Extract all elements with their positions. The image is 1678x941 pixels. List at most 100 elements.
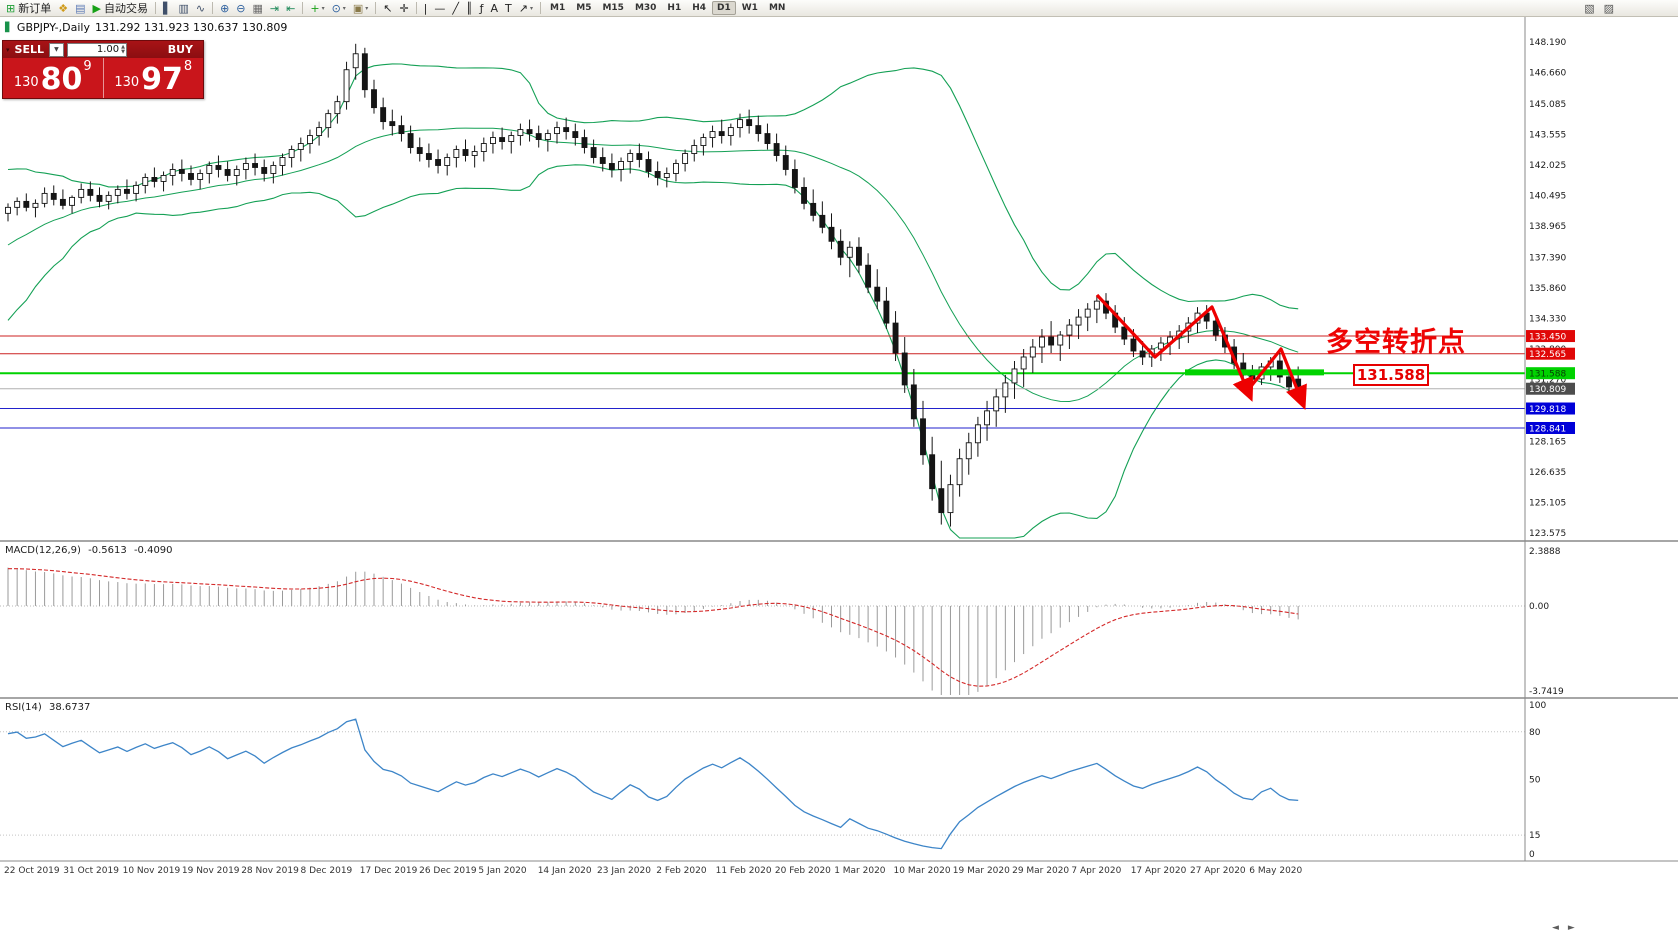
annotation-turning-point-text[interactable]: 多空转折点 [1326,327,1466,358]
svg-text:0: 0 [1529,850,1535,860]
svg-text:80: 80 [1529,728,1541,738]
timeframe-mn-button[interactable]: MN [768,3,786,13]
svg-text:8 Dec 2019: 8 Dec 2019 [301,866,353,876]
candlestick-chart-button[interactable]: ▥ [175,1,191,16]
templates-button[interactable]: ▣ ▾ [350,1,371,16]
macd-main-value: -0.5613 [88,545,127,556]
spin-down-icon[interactable]: ▼ [121,48,125,55]
horizontal-line-button[interactable]: — [431,1,448,16]
templates-icon: ▣ [352,1,364,15]
svg-text:129.818: 129.818 [1529,405,1566,415]
chevron-down-icon[interactable]: ▾ [342,4,346,12]
timeframe-m30-button[interactable]: M30 [634,3,657,13]
timeframe-w1-button[interactable]: W1 [741,3,758,13]
shapes-button[interactable]: ↗ ▾ [516,1,536,16]
buy-price-button[interactable]: 130 97 8 [104,58,204,98]
vertical-line-button[interactable]: | [421,1,431,16]
macd-name: MACD(12,26,9) [5,545,81,556]
svg-text:123.575: 123.575 [1529,529,1566,539]
cursor-icon: ↖ [383,1,393,15]
svg-text:2.3888: 2.3888 [1529,547,1561,557]
shapes-icon: ↗ [518,1,528,15]
svg-text:132.565: 132.565 [1529,350,1566,360]
indicators-button[interactable]: + ▾ [307,1,327,16]
terminal-button[interactable]: ▤ [72,1,88,16]
svg-text:19 Mar 2020: 19 Mar 2020 [953,866,1010,876]
svg-text:145.085: 145.085 [1529,100,1566,110]
vertical-line-icon: | [423,1,428,15]
spin-up-icon[interactable]: ▲ [121,43,125,50]
svg-text:26 Dec 2019: 26 Dec 2019 [419,866,477,876]
crosshair-icon: ✛ [399,1,409,15]
trend-arrow[interactable] [1246,347,1307,410]
new-order-button-label: 新订单 [18,2,52,15]
objects-layer[interactable] [1095,293,1324,410]
svg-text:5 Jan 2020: 5 Jan 2020 [478,866,526,876]
volume-spinner[interactable]: ▲ ▼ [121,43,125,55]
price-callout-box[interactable]: 131.588 [1353,364,1429,386]
chart-title: ▋ GBPJPY-,Daily 131.292 131.923 130.637 … [5,21,287,34]
timeframe-m1-button[interactable]: M1 [550,3,566,13]
sell-button[interactable]: SELL [14,43,44,56]
timeframe-m15-button[interactable]: M15 [602,3,624,13]
order-type-dropdown[interactable]: ▼ [48,42,64,57]
line-chart-button[interactable]: ∿ [193,1,208,16]
volume-input[interactable]: 1.00 ▲ ▼ [66,42,127,57]
svg-text:131.270: 131.270 [1529,376,1566,386]
timeframe-h1-button[interactable]: H1 [667,3,682,13]
chevron-down-icon[interactable]: ▾ [365,4,369,12]
fibonacci-button[interactable]: ƒ [477,1,487,16]
tile-windows-button[interactable]: ▦ [250,1,266,16]
scroll-right-button[interactable]: ► [1567,923,1575,933]
scroll-left-button[interactable]: ◄ [1552,923,1559,933]
trend-arrow[interactable] [1095,293,1254,402]
text-button[interactable]: A [488,1,502,16]
svg-text:134.330: 134.330 [1529,314,1566,324]
new-order-button[interactable]: ⊞ 新订单 [3,1,54,16]
trade-panel-prices: 130 80 9 130 97 8 [3,58,203,98]
channel-button[interactable]: ║ [463,1,476,16]
cursor-button[interactable]: ↖ [380,1,395,16]
bar-chart-button[interactable]: ▌ [160,1,174,16]
svg-text:15: 15 [1529,831,1540,841]
chart-shift-button[interactable]: ⇤ [283,1,298,16]
sell-price-pips: 80 [40,62,83,97]
horizontal-line-icon: — [434,1,446,15]
float-window-icon: ▨ [1603,1,1614,15]
buy-price-prefix: 130 [114,75,140,90]
chart-title-symbol: GBPJPY-,Daily [16,21,90,34]
float-window-button[interactable]: ▨ [1601,1,1617,16]
macd-layer: 2.3888 0.00 -3.7419 [0,547,1564,697]
svg-text:27 Apr 2020: 27 Apr 2020 [1190,866,1246,876]
timeframe-d1-button[interactable]: D1 [712,1,736,15]
svg-text:29 Mar 2020: 29 Mar 2020 [1012,866,1069,876]
panel-collapse-icon[interactable]: ▾ [6,45,10,54]
zoom-out-button[interactable]: ⊖ [233,1,248,16]
auto-scroll-button[interactable]: ⇥ [267,1,282,16]
label-button[interactable]: T [502,1,515,16]
chevron-down-icon[interactable]: ▾ [530,4,534,12]
new-order-icon: ⊞ [6,1,16,15]
zoom-in-button[interactable]: ⊕ [217,1,232,16]
svg-text:130.809: 130.809 [1529,385,1566,395]
auto-scroll-icon: ⇥ [269,1,280,15]
buy-button[interactable]: BUY [167,43,193,56]
chevron-down-icon[interactable]: ▾ [321,4,325,12]
toolbar-separator [154,2,156,14]
macd-indicator-label: MACD(12,26,9) -0.5613 -0.4090 [5,545,173,556]
trendline-button[interactable]: ╱ [449,1,462,16]
svg-text:135.860: 135.860 [1529,284,1566,294]
chart-window-icon: ❖ [58,1,69,15]
chart-window-button[interactable]: ❖ [55,1,71,16]
periods-icon: ⊙ [331,1,341,15]
autotrading-button[interactable]: ▶ 自动交易 [90,1,151,16]
periods-button[interactable]: ⊙ ▾ [329,1,349,16]
sell-price-button[interactable]: 130 80 9 [3,58,104,98]
macd-signal-value: -0.4090 [133,545,173,556]
dock-window-button[interactable]: ▧ [1581,1,1597,16]
crosshair-button[interactable]: ✛ [396,1,411,16]
toolbar-right-group: ▧ ▨ [1581,1,1617,16]
timeframe-m5-button[interactable]: M5 [576,3,592,13]
timeframe-h4-button[interactable]: H4 [692,3,707,13]
